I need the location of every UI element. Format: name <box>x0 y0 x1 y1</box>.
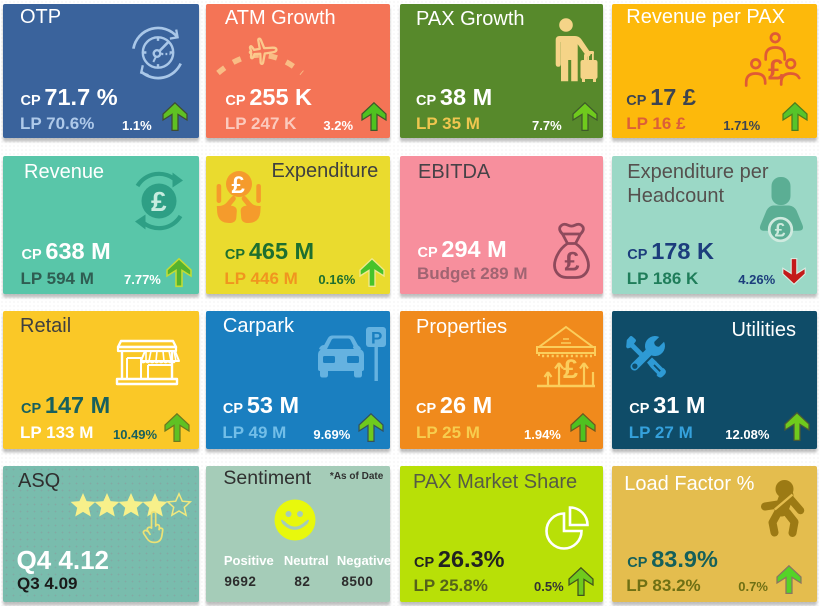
svg-text:£: £ <box>775 221 786 242</box>
svg-text:£: £ <box>768 55 784 87</box>
svg-text:£: £ <box>151 186 167 217</box>
svg-text:£: £ <box>565 247 580 277</box>
svg-text:£: £ <box>232 172 246 199</box>
svg-text:P: P <box>371 329 382 348</box>
svg-text:£: £ <box>563 354 578 384</box>
